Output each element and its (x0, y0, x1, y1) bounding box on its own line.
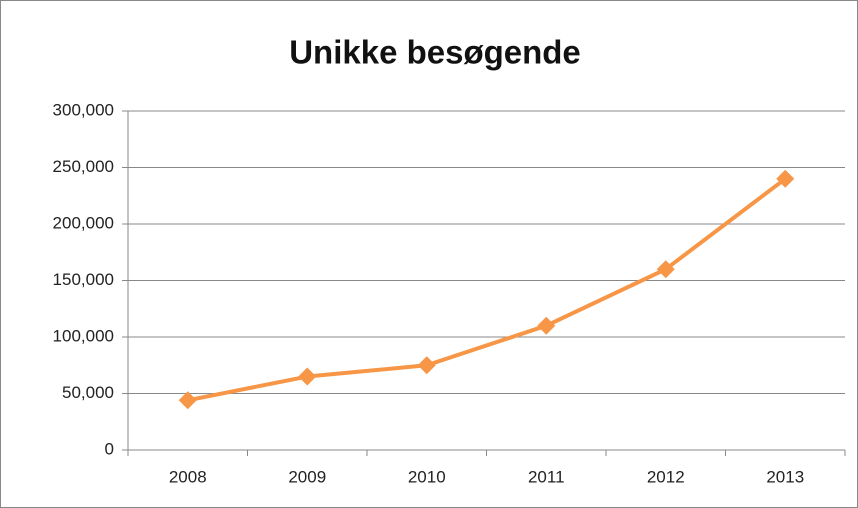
chart-title: Unikke besøgende (289, 34, 581, 71)
y-tick-label: 50,000 (62, 383, 114, 402)
x-tick-label: 2011 (528, 467, 565, 486)
x-tick-label: 2013 (766, 467, 804, 486)
y-tick-label: 0 (105, 439, 114, 458)
series-line (187, 177, 787, 403)
x-tick-label: 2008 (169, 467, 207, 486)
y-tick-label: 250,000 (53, 157, 114, 176)
marker (537, 316, 556, 335)
x-tick-label: 2009 (288, 467, 326, 486)
marker (178, 391, 197, 410)
y-tick-label: 300,000 (53, 100, 114, 119)
marker (298, 367, 317, 386)
x-tick-label: 2010 (408, 467, 446, 486)
marker (417, 356, 436, 375)
y-tick-label: 150,000 (53, 270, 114, 289)
marker (776, 169, 795, 188)
y-tick-label: 200,000 (53, 213, 114, 232)
marker (656, 260, 675, 279)
x-tick-label: 2012 (647, 467, 685, 486)
y-tick-label: 100,000 (53, 326, 114, 345)
